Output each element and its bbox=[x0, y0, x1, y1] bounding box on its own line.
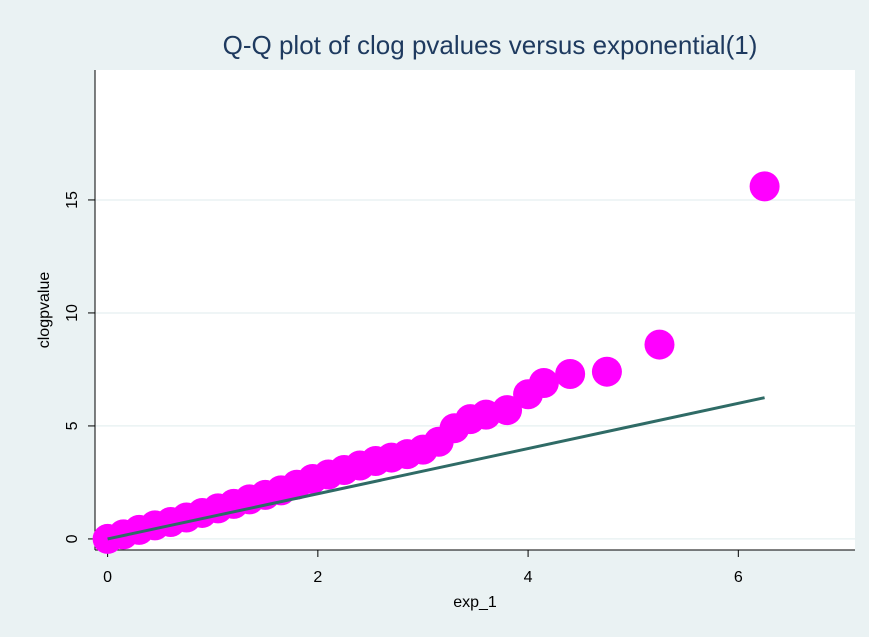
point bbox=[555, 358, 586, 389]
point bbox=[591, 356, 622, 387]
point bbox=[528, 367, 559, 398]
x-axis-label: exp_1 bbox=[453, 594, 497, 611]
x-tick-label: 4 bbox=[524, 569, 533, 586]
point bbox=[749, 171, 780, 202]
y-axis-label: clogpvalue bbox=[36, 272, 53, 349]
x-tick-label: 0 bbox=[103, 569, 112, 586]
reference-line bbox=[107, 396, 765, 541]
y-tick-label: 5 bbox=[64, 421, 81, 430]
x-tick-label: 6 bbox=[734, 569, 743, 586]
y-tick-label: 10 bbox=[64, 304, 81, 322]
y-tick-label: 15 bbox=[64, 191, 81, 209]
point bbox=[644, 329, 675, 360]
y-tick-label: 0 bbox=[64, 534, 81, 543]
point bbox=[492, 395, 523, 426]
chart-title: Q-Q plot of clog pvalues versus exponent… bbox=[223, 30, 758, 60]
x-tick-label: 2 bbox=[313, 569, 322, 586]
plot-area bbox=[95, 70, 855, 550]
